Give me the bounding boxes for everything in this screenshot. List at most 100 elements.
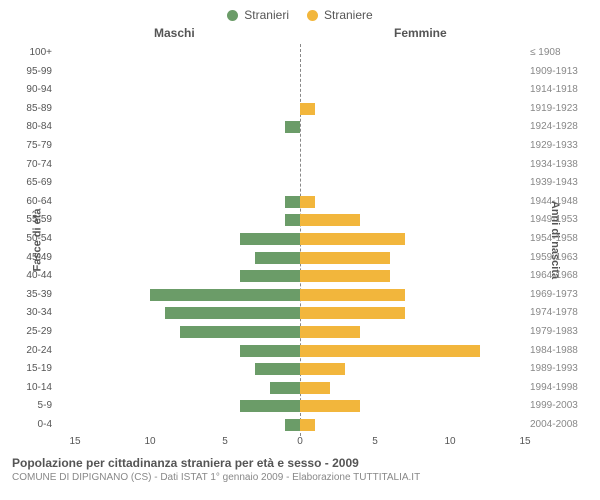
legend: Stranieri Straniere [4, 8, 596, 22]
table-row: 80-84 1924-1928 [4, 118, 596, 137]
header-male: Maschi [154, 26, 195, 40]
age-label: 60-64 [4, 193, 52, 212]
chart-title: Popolazione per cittadinanza straniera p… [12, 456, 596, 470]
age-label: 15-19 [4, 360, 52, 379]
birth-year-label: 1969-1973 [530, 286, 594, 305]
bar-male [180, 326, 300, 338]
bar-male [240, 270, 300, 282]
bar-female [300, 400, 360, 412]
age-label: 0-4 [4, 416, 52, 435]
x-tick-label: 5 [372, 436, 378, 447]
table-row: 45-491959-1963 [4, 249, 596, 268]
bar-male [285, 121, 300, 133]
x-axis: 15 10 5 0 5 10 15 [4, 436, 596, 450]
bar-female [300, 345, 480, 357]
x-tick-label: 15 [69, 436, 80, 447]
age-label: 25-29 [4, 323, 52, 342]
bar-female [300, 214, 360, 226]
bar-female [300, 233, 405, 245]
table-row: 50-54 1954-1958 [4, 230, 596, 249]
birth-year-label: 1919-1923 [530, 100, 594, 119]
bar-female [300, 252, 390, 264]
header-female: Femmine [394, 26, 447, 40]
x-tick-label: 10 [144, 436, 155, 447]
bar-female [300, 326, 360, 338]
table-row: 20-241984-1988 [4, 342, 596, 361]
age-label: 80-84 [4, 118, 52, 137]
table-row: 100+ ≤ 1908 [4, 44, 596, 63]
birth-year-label: 1929-1933 [530, 137, 594, 156]
birth-year-label: 1974-1978 [530, 304, 594, 323]
birth-year-label: 1944-1948 [530, 193, 594, 212]
table-row: 75-79 1929-1933 [4, 137, 596, 156]
bar-female [300, 419, 315, 431]
table-row: 65-69 1939-1943 [4, 174, 596, 193]
age-label: 50-54 [4, 230, 52, 249]
age-label: 70-74 [4, 156, 52, 175]
table-row: 90-941914-1918 [4, 81, 596, 100]
age-label: 75-79 [4, 137, 52, 156]
bar-male [240, 345, 300, 357]
bar-male [255, 252, 300, 264]
birth-year-label: 1999-2003 [530, 397, 594, 416]
table-row: 85-891919-1923 [4, 100, 596, 119]
population-pyramid-chart: Stranieri Straniere Maschi Femmine Fasce… [0, 0, 600, 500]
birth-year-label: 1924-1928 [530, 118, 594, 137]
bar-male [240, 233, 300, 245]
bar-female [300, 270, 390, 282]
plot-area: Fasce di età Anni di nascita 100+≤ 19089… [4, 44, 596, 436]
birth-year-label: 1949-1953 [530, 211, 594, 230]
age-label: 95-99 [4, 63, 52, 82]
column-headers: Maschi Femmine [4, 26, 596, 42]
bar-female [300, 103, 315, 115]
birth-year-label: 1989-1993 [530, 360, 594, 379]
table-row: 70-74 1934-1938 [4, 156, 596, 175]
bar-female [300, 289, 405, 301]
table-row: 25-29 1979-1983 [4, 323, 596, 342]
birth-year-label: 1939-1943 [530, 174, 594, 193]
bar-male [165, 307, 300, 319]
bar-male [285, 196, 300, 208]
x-tick-label: 15 [519, 436, 530, 447]
x-tick-label: 10 [444, 436, 455, 447]
birth-year-label: ≤ 1908 [530, 44, 594, 63]
birth-year-label: 1979-1983 [530, 323, 594, 342]
bar-male [255, 363, 300, 375]
legend-swatch-male [227, 10, 238, 21]
table-row: 5-91999-2003 [4, 397, 596, 416]
bar-male [240, 400, 300, 412]
age-label: 35-39 [4, 286, 52, 305]
age-label: 40-44 [4, 267, 52, 286]
bar-male [270, 382, 300, 394]
bar-female [300, 196, 315, 208]
bar-male [285, 214, 300, 226]
bar-female [300, 382, 330, 394]
table-row: 55-59 1949-1953 [4, 211, 596, 230]
table-row: 35-39 1969-1973 [4, 286, 596, 305]
table-row: 0-42004-2008 [4, 416, 596, 435]
table-row: 10-141994-1998 [4, 379, 596, 398]
age-label: 65-69 [4, 174, 52, 193]
birth-year-label: 1934-1938 [530, 156, 594, 175]
birth-year-label: 1954-1958 [530, 230, 594, 249]
x-tick-label: 5 [222, 436, 228, 447]
age-label: 45-49 [4, 249, 52, 268]
legend-item-female: Straniere [307, 8, 373, 22]
birth-year-label: 1909-1913 [530, 63, 594, 82]
birth-year-label: 1914-1918 [530, 81, 594, 100]
age-label: 20-24 [4, 342, 52, 361]
birth-year-label: 1994-1998 [530, 379, 594, 398]
bar-female [300, 363, 345, 375]
bar-male [150, 289, 300, 301]
x-tick-label: 0 [297, 436, 303, 447]
legend-label-female: Straniere [324, 8, 373, 22]
bar-female [300, 307, 405, 319]
birth-year-label: 1964-1968 [530, 267, 594, 286]
chart-subtitle: COMUNE DI DIPIGNANO (CS) - Dati ISTAT 1°… [12, 472, 596, 483]
legend-label-male: Stranieri [244, 8, 289, 22]
age-label: 55-59 [4, 211, 52, 230]
age-label: 100+ [4, 44, 52, 63]
table-row: 30-341974-1978 [4, 304, 596, 323]
chart-footer: Popolazione per cittadinanza straniera p… [4, 456, 596, 483]
table-row: 40-44 1964-1968 [4, 267, 596, 286]
